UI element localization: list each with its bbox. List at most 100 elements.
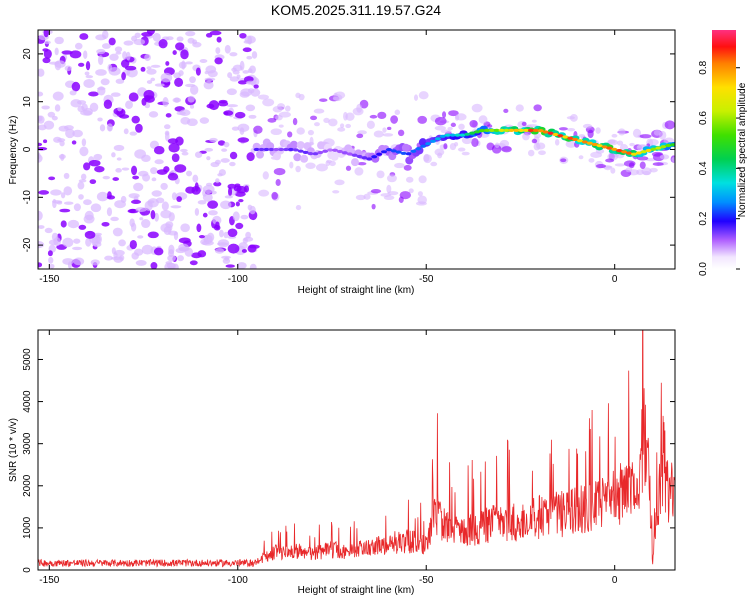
heatmap-ridge-cell — [317, 150, 324, 155]
heatmap-noise-cell — [97, 117, 103, 122]
heatmap-ridge-cell — [376, 152, 383, 156]
heatmap-noise-cell — [79, 33, 89, 40]
heatmap-halo-cell — [611, 133, 618, 138]
snr-x-label: Height of straight line (km) — [298, 585, 415, 596]
heatmap-noise-cell — [215, 221, 220, 230]
heatmap-noise-cell — [64, 125, 74, 131]
heatmap-noise-cell — [177, 255, 184, 262]
heatmap-halo-cell — [582, 123, 593, 129]
heatmap-halo-cell — [332, 190, 340, 194]
heatmap-halo-cell — [356, 133, 364, 139]
heatmap-noise-cell — [180, 148, 188, 153]
heatmap-noise-cell — [225, 264, 235, 268]
heatmap-noise-cell — [84, 210, 94, 221]
heatmap-halo-cell — [413, 94, 419, 101]
heatmap-ridge-cell — [439, 134, 446, 138]
heatmap-halo-cell — [373, 130, 384, 138]
heatmap-ridge-cell — [278, 147, 285, 152]
heatmap-noise-cell — [160, 209, 172, 219]
heatmap-halo-cell — [345, 123, 352, 129]
heatmap-noise-cell — [163, 226, 172, 236]
heatmap-noise-cell — [189, 76, 196, 84]
heatmap-noise-cell — [151, 177, 157, 182]
heatmap-halo-cell — [443, 143, 448, 150]
heatmap-noise-cell — [176, 196, 182, 202]
heatmap-halo-cell — [262, 171, 269, 180]
heatmap-noise-cell — [128, 92, 139, 102]
heatmap-halo-cell — [267, 118, 277, 123]
heatmap-halo-cell — [440, 129, 452, 134]
heatmap-ridge-cell — [616, 149, 623, 153]
heatmap-ridge-cell — [312, 152, 319, 156]
heatmap-halo-cell — [369, 114, 378, 119]
heatmap-noise-cell — [194, 182, 199, 192]
heatmap-noise-cell — [63, 201, 74, 205]
heatmap-noise-cell — [223, 141, 230, 148]
heatmap-halo-cell — [386, 126, 392, 131]
heatmap-noise-cell — [165, 36, 174, 41]
heatmap-noise-cell — [233, 185, 242, 192]
colorbar-tick-label: 0.6 — [698, 111, 709, 125]
heatmap-noise-cell — [202, 185, 215, 194]
heatmap-noise-cell — [231, 126, 240, 131]
heatmap-ridge-cell — [425, 142, 432, 146]
heatmap-noise-cell — [71, 140, 77, 145]
heatmap-noise-cell — [194, 151, 203, 158]
heatmap-halo-cell — [588, 158, 595, 163]
heatmap-noise-cell — [204, 77, 216, 82]
heatmap-noise-cell — [198, 234, 205, 239]
heatmap-noise-cell — [232, 211, 240, 222]
heatmap-noise-cell — [172, 263, 179, 269]
heatmap-noise-cell — [187, 95, 195, 103]
heatmap-noise-cell — [107, 64, 113, 72]
heatmap-noise-cell — [163, 81, 171, 86]
heatmap-noise-cell — [84, 71, 90, 76]
snr-x-tick-label: -150 — [39, 575, 59, 586]
heatmap-halo-cell — [295, 205, 302, 211]
heatmap-noise-cell — [228, 186, 233, 197]
heatmap-noise-cell — [215, 47, 221, 54]
heatmap-halo-cell — [285, 105, 291, 112]
heatmap-halo-cell — [554, 138, 560, 146]
heatmap-halo-cell — [527, 149, 535, 157]
heatmap-halo-cell — [386, 184, 392, 194]
heatmap-noise-cell — [54, 36, 64, 45]
heatmap-halo-cell — [447, 126, 453, 131]
heatmap-halo-cell — [289, 161, 294, 169]
heatmap-noise-cell — [48, 256, 54, 264]
heatmap-halo-cell — [503, 108, 509, 114]
heatmap-noise-cell — [146, 80, 153, 84]
heatmap-noise-cell — [171, 192, 177, 201]
heatmap-halo-cell — [659, 154, 670, 160]
heatmap-noise-cell — [103, 99, 113, 110]
heatmap-halo-cell — [278, 124, 284, 128]
heatmap-noise-cell — [161, 201, 169, 211]
heatmap-noise-cell — [204, 147, 214, 152]
heatmap-halo-cell — [461, 136, 473, 145]
heatmap-halo-cell — [455, 113, 467, 121]
heatmap-noise-cell — [80, 110, 93, 116]
heatmap-noise-cell — [85, 61, 91, 71]
heatmap-noise-cell — [185, 61, 193, 65]
heatmap-halo-cell — [567, 127, 576, 132]
heatmap-noise-cell — [226, 88, 237, 96]
heatmap-ridge-cell — [552, 132, 559, 137]
heatmap-halo-cell — [471, 103, 483, 113]
heatmap-noise-cell — [116, 157, 122, 161]
heatmap-noise-cell — [96, 48, 106, 55]
heatmap-noise-cell — [47, 111, 56, 118]
heatmap-noise-cell — [102, 175, 111, 180]
heatmap-ridge-cell — [346, 152, 353, 156]
heatmap-noise-cell — [229, 161, 236, 167]
heatmap-noise-cell — [209, 30, 222, 36]
heatmap-halo-cell — [632, 128, 642, 138]
heatmap-ridge-cell — [537, 129, 544, 133]
colorbar-gradient — [712, 30, 736, 269]
heatmap-noise-cell — [227, 243, 240, 254]
heatmap-halo-cell — [370, 189, 382, 194]
heatmap-noise-cell — [115, 168, 122, 173]
heatmap-halo-cell — [595, 127, 601, 134]
heatmap-noise-cell — [246, 55, 253, 60]
heatmap-noise-cell — [132, 175, 140, 180]
